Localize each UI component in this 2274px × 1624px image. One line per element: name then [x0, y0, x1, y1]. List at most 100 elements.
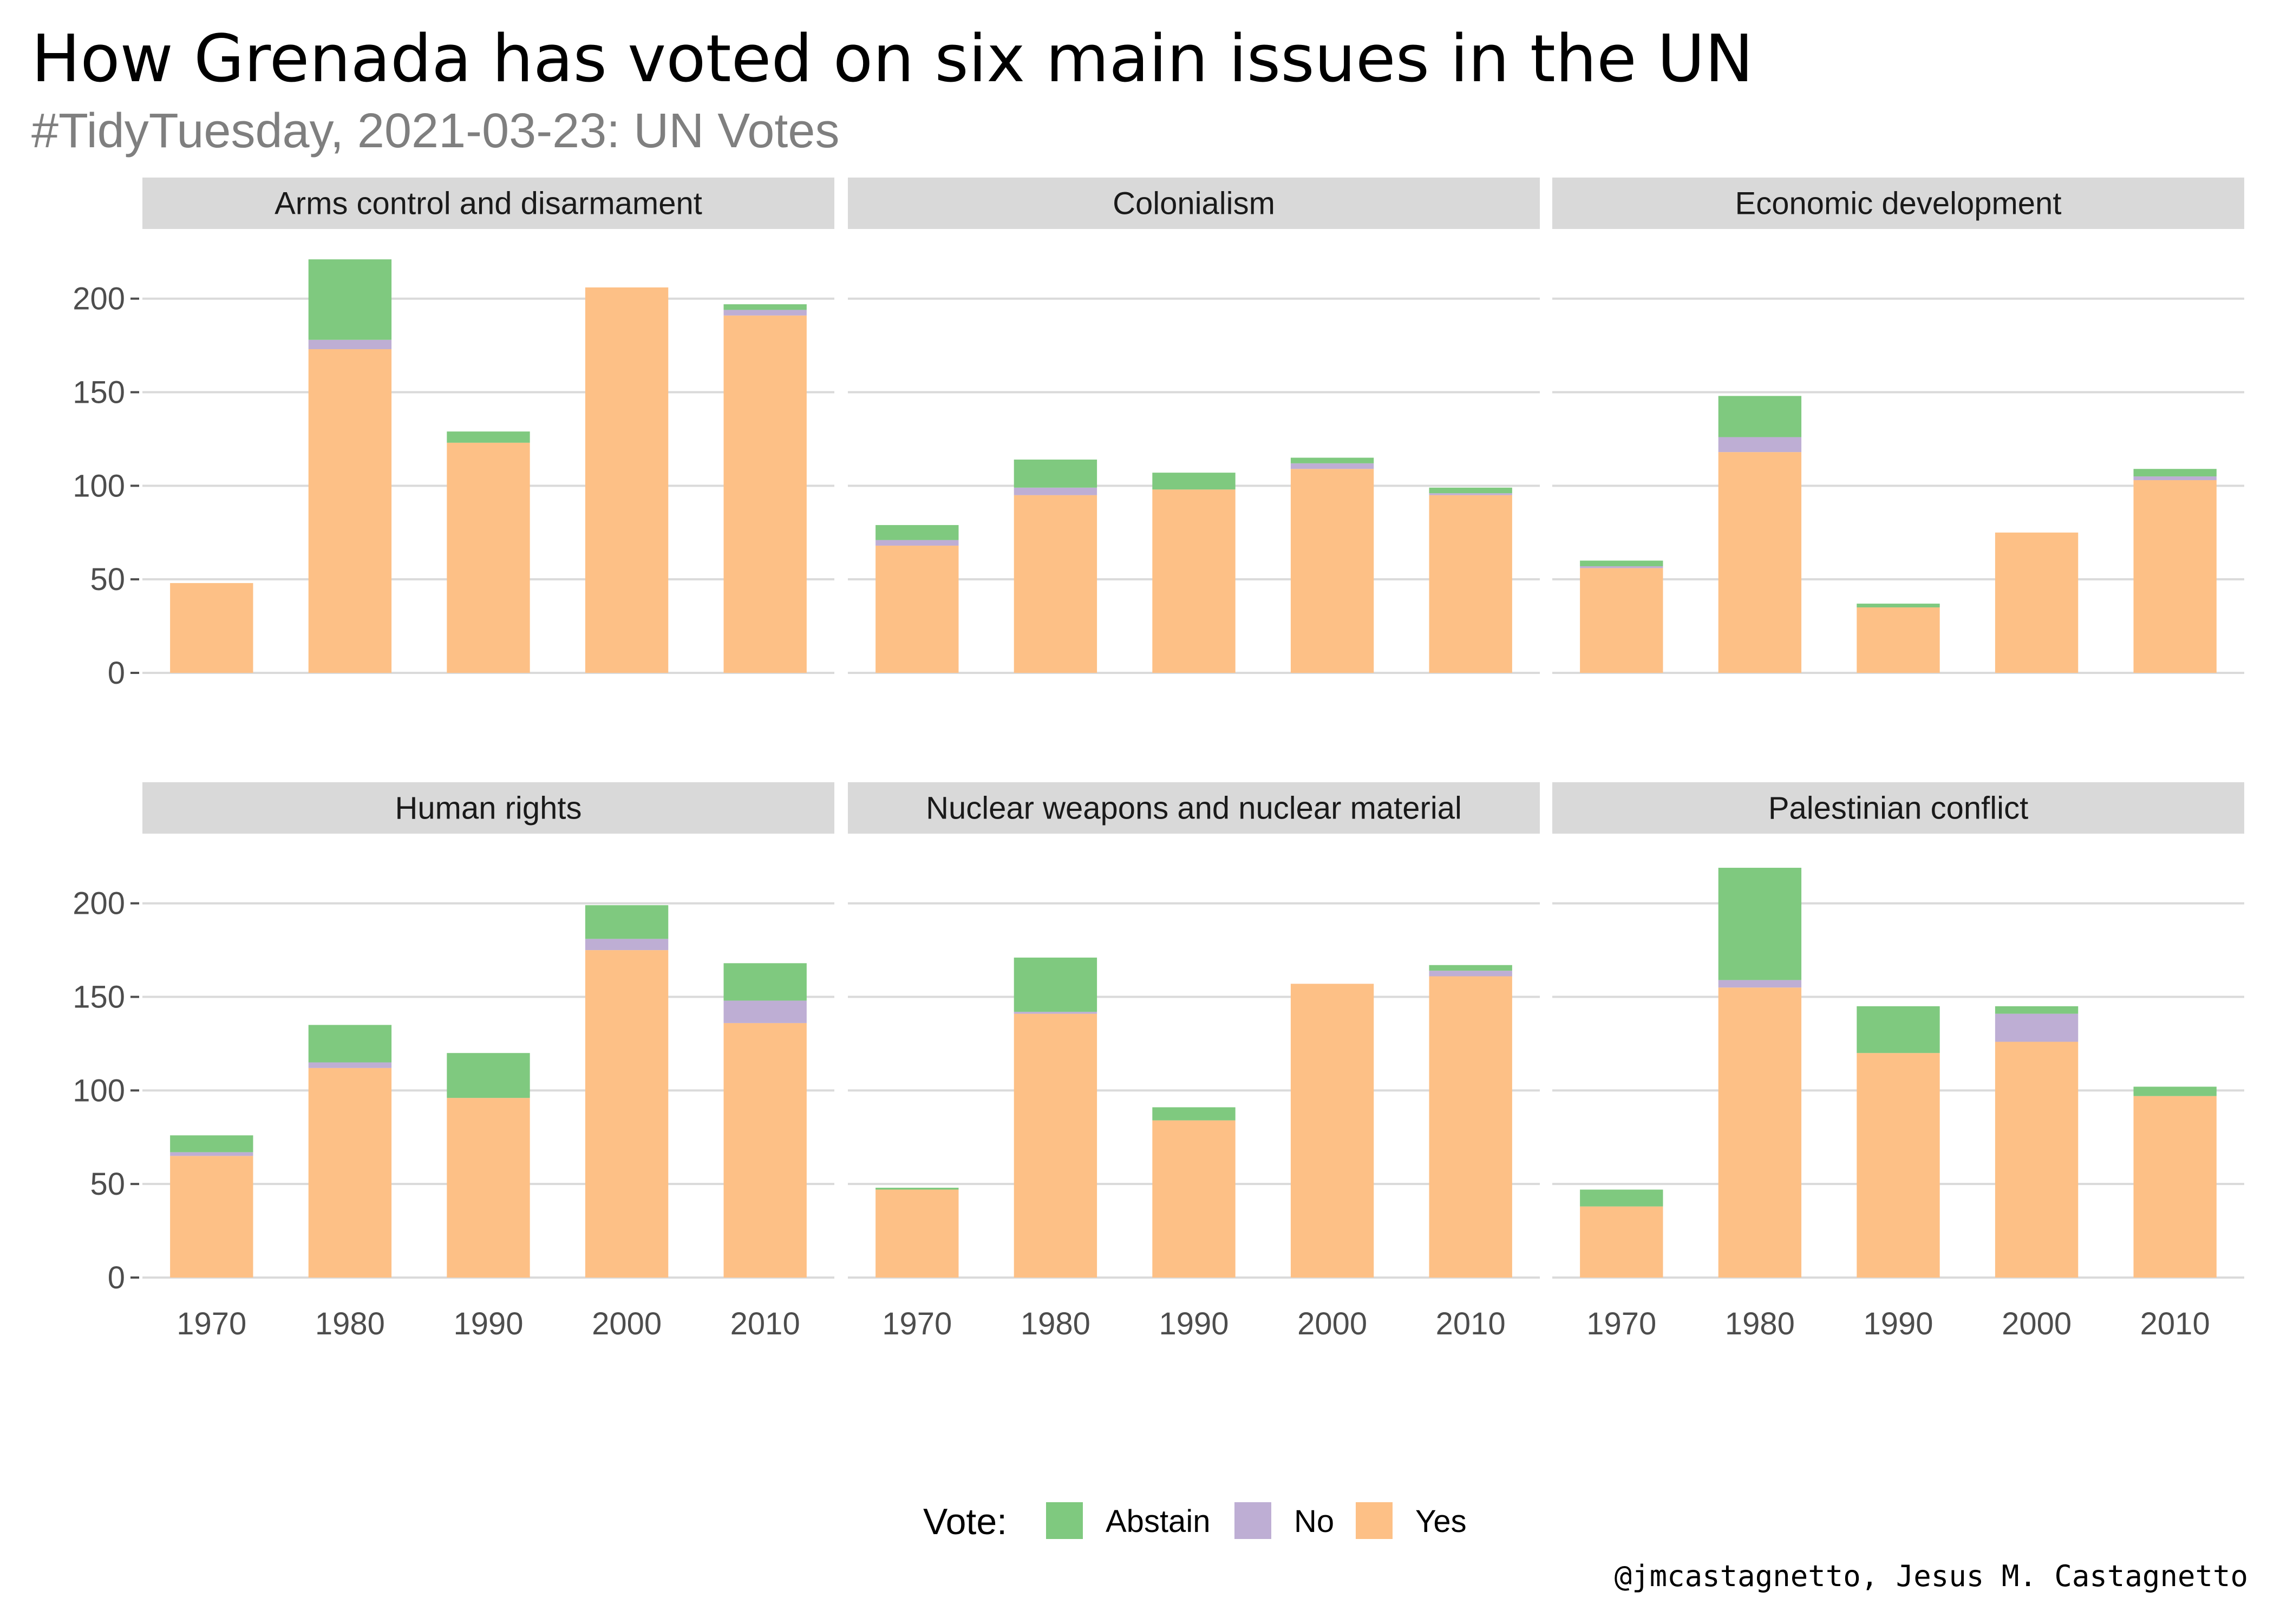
- bar-abstain-1980: [308, 259, 392, 340]
- facet-panel-human-rights: Human rights 0 50 100 150 200 1970 1980 1990 2000…: [73, 782, 834, 1341]
- bar-abstain-2000: [585, 905, 669, 939]
- bar-abstain-1980: [1014, 957, 1097, 1012]
- bar-abstain-1970: [875, 1188, 959, 1190]
- bar-yes-1970: [875, 1189, 959, 1278]
- bar-no-2010: [2133, 476, 2217, 480]
- x-tick-label: 1970: [882, 1306, 952, 1341]
- bar-yes-1990: [1857, 1053, 1940, 1278]
- bar-yes-2000: [1290, 469, 1374, 673]
- bar-yes-1990: [1152, 489, 1236, 673]
- bar-no-1970: [170, 1152, 253, 1156]
- bar-abstain-1970: [875, 525, 959, 540]
- facet-strip: [1552, 782, 2244, 834]
- bar-abstain-1990: [1857, 1006, 1940, 1053]
- bar-no-2000: [1995, 1013, 2079, 1042]
- bar-abstain-2010: [723, 963, 807, 1001]
- bar-abstain-2010: [723, 304, 807, 310]
- facet-strip: [848, 782, 1540, 834]
- bar-yes-1980: [1718, 987, 1802, 1278]
- facet-strip-label: Palestinian conflict: [1768, 791, 2028, 826]
- y-tick-label: 100: [73, 1073, 125, 1108]
- bar-no-2010: [723, 310, 807, 316]
- x-tick-label: 1990: [1159, 1306, 1229, 1341]
- legend-item-abstain: Abstain: [1046, 1502, 1210, 1539]
- bar-yes-1980: [1014, 1013, 1097, 1278]
- bar-yes-2000: [585, 950, 669, 1278]
- facet-strip-label: Nuclear weapons and nuclear material: [926, 791, 1462, 826]
- bar-abstain-1980: [1718, 396, 1802, 437]
- y-tick-label: 50: [90, 562, 125, 597]
- facet-strip: [1552, 178, 2244, 229]
- bar-yes-1990: [447, 1098, 530, 1278]
- legend-key: [1046, 1502, 1083, 1539]
- x-tick-label: 1990: [1863, 1306, 1933, 1341]
- facet-panel-nuclear-weapons-and-nuclear-material: Nuclear weapons and nuclear material 1970…: [848, 782, 1540, 1341]
- chart-caption: @jmcastagnetto, Jesus M. Castagnetto: [1615, 1559, 2248, 1593]
- facet-strip: [848, 178, 1540, 229]
- bar-abstain-2000: [1995, 1006, 2079, 1014]
- bar-no-1980: [1718, 437, 1802, 453]
- facet-panel-economic-development: Economic development: [1552, 178, 2244, 674]
- bar-yes-2000: [1995, 532, 2079, 673]
- legend-key: [1356, 1502, 1393, 1539]
- x-tick-label: 1970: [1586, 1306, 1656, 1341]
- bar-abstain-1990: [1857, 604, 1940, 608]
- bar-no-2000: [585, 939, 669, 951]
- chart-title: How Grenada has voted on six main issues…: [31, 22, 1754, 97]
- y-tick-label: 0: [108, 1260, 125, 1295]
- y-tick-label: 200: [73, 886, 125, 921]
- bar-abstain-1990: [447, 431, 530, 443]
- bar-no-1980: [308, 1062, 392, 1068]
- bar-abstain-1990: [1152, 473, 1236, 490]
- y-tick-label: 150: [73, 375, 125, 410]
- legend-label: Yes: [1415, 1504, 1467, 1539]
- bar-no-1970: [875, 540, 959, 546]
- bar-yes-2010: [1429, 495, 1512, 673]
- bar-yes-1990: [447, 442, 530, 673]
- legend-title: Vote:: [923, 1501, 1007, 1542]
- x-tick-label: 1990: [453, 1306, 523, 1341]
- bar-yes-1990: [1152, 1120, 1236, 1278]
- x-tick-label: 1980: [1021, 1306, 1090, 1341]
- x-tick-label: 1980: [1725, 1306, 1795, 1341]
- legend-item-yes: Yes: [1356, 1502, 1467, 1539]
- bar-abstain-1970: [1580, 560, 1663, 566]
- x-tick-label: 2010: [2140, 1306, 2210, 1341]
- facet-strip-label: Arms control and disarmament: [275, 186, 702, 221]
- bar-abstain-1970: [1580, 1189, 1663, 1207]
- bar-no-1970: [1580, 566, 1663, 568]
- bar-abstain-1980: [308, 1025, 392, 1063]
- bar-no-2010: [1429, 493, 1512, 495]
- bar-no-1980: [308, 339, 392, 350]
- bar-abstain-1990: [447, 1053, 530, 1098]
- bar-yes-2010: [2133, 1096, 2217, 1278]
- bar-yes-2000: [1290, 984, 1374, 1278]
- facet-panels: Arms control and disarmament 0 50 100 150 200…: [73, 178, 2244, 1341]
- x-tick-label: 1970: [177, 1306, 246, 1341]
- bar-abstain-1980: [1014, 459, 1097, 488]
- bar-yes-2010: [723, 1023, 807, 1278]
- y-tick-label: 200: [73, 281, 125, 317]
- facet-strip-label: Colonialism: [1113, 186, 1275, 221]
- bar-abstain-2010: [2133, 469, 2217, 477]
- facet-panel-palestinian-conflict: Palestinian conflict 1970 1980 1990 2000 2010: [1552, 782, 2244, 1341]
- y-tick-label: 0: [108, 656, 125, 691]
- legend-label: Abstain: [1106, 1504, 1210, 1539]
- bar-abstain-1990: [1152, 1107, 1236, 1121]
- bar-no-2010: [1429, 971, 1512, 977]
- bar-yes-2010: [723, 315, 807, 673]
- facet-strip-label: Human rights: [395, 791, 582, 826]
- x-tick-label: 1980: [315, 1306, 385, 1341]
- legend-key: [1234, 1502, 1271, 1539]
- x-tick-label: 2000: [1297, 1306, 1367, 1341]
- bar-yes-2000: [1995, 1042, 2079, 1278]
- bar-no-1980: [1014, 1012, 1097, 1014]
- bar-yes-1970: [1580, 568, 1663, 673]
- bar-abstain-1980: [1718, 868, 1802, 980]
- bar-yes-1980: [308, 1068, 392, 1278]
- facet-strip-label: Economic development: [1735, 186, 2062, 221]
- facet-strip: [142, 782, 834, 834]
- bar-yes-2000: [585, 287, 669, 673]
- bar-yes-1970: [875, 545, 959, 673]
